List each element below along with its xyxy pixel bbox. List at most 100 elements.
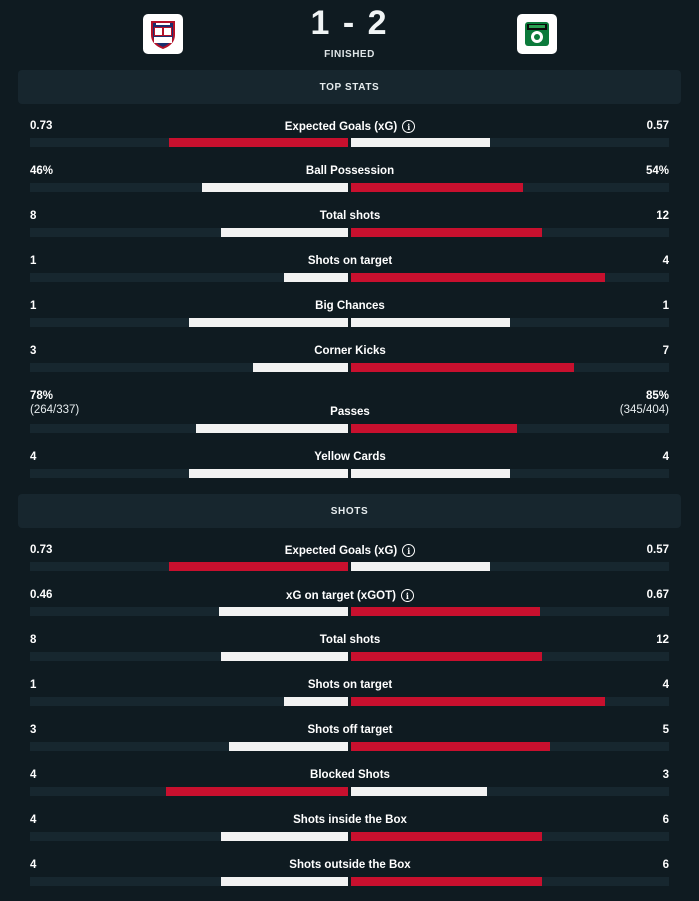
home-value: 3 (30, 724, 36, 736)
stat-row: 78% (264/337) Passes 85% (345/404) (0, 385, 699, 433)
away-value-text: 5 (662, 724, 669, 736)
info-icon[interactable]: i (402, 544, 416, 557)
away-value: 0.67 (647, 589, 669, 601)
away-value: 7 (663, 345, 669, 357)
stat-label-text: Expected Goals (xG) (284, 544, 398, 557)
home-bar-track (30, 562, 348, 571)
home-bar (252, 363, 348, 372)
home-value-detail: (264/337) (30, 404, 80, 416)
away-value: 54% (646, 165, 669, 177)
away-bar-track (351, 424, 669, 433)
stat-row: 0.73 Expected Goals (xG) i 0.57 (0, 115, 699, 160)
away-team-crest[interactable] (517, 14, 557, 54)
away-bar (351, 273, 606, 282)
stat-label-text: Shots on target (307, 679, 393, 691)
away-bar (351, 424, 517, 433)
home-bar (220, 877, 348, 886)
home-bar (220, 832, 348, 841)
away-value: 85% (345/404) (620, 390, 669, 416)
info-icon[interactable]: i (402, 120, 416, 133)
stat-label-text: Corner Kicks (314, 345, 386, 357)
home-value: 4 (30, 451, 36, 463)
match-header: 1 - 2 FINISHED (0, 0, 699, 66)
away-bar (351, 469, 510, 478)
home-value: 0.46 (30, 589, 52, 601)
home-bar-track (30, 424, 348, 433)
home-bar-track (30, 273, 348, 282)
away-bar (351, 697, 606, 706)
home-value-text: 1 (30, 300, 37, 312)
away-bar (351, 742, 550, 751)
stat-row: 4 Shots inside the Box 6 (0, 809, 699, 854)
home-value-text: 3 (30, 724, 37, 736)
section-title: TOP STATS (319, 81, 380, 93)
home-bar-track (30, 228, 348, 237)
home-value: 0.73 (30, 544, 52, 556)
home-value-text: 4 (30, 814, 37, 826)
away-value: 6 (663, 859, 669, 871)
cagliari-crest-icon (151, 21, 175, 49)
stat-label-text: Total shots (319, 634, 381, 646)
home-value: 4 (30, 769, 36, 781)
stat-row: 1 Shots on target 4 (0, 674, 699, 719)
away-value-text: 12 (656, 210, 669, 222)
stat-row: 1 Shots on target 4 (0, 250, 699, 295)
match-status: FINISHED (324, 49, 375, 60)
away-bar-track (351, 138, 669, 147)
stat-label-text: Shots outside the Box (289, 859, 411, 871)
home-value: 1 (30, 679, 36, 691)
home-value-text: 4 (30, 859, 37, 871)
home-bar (169, 562, 348, 571)
home-value: 4 (30, 814, 36, 826)
away-bar-track (351, 787, 669, 796)
stat-row: 8 Total shots 12 (0, 205, 699, 250)
away-bar-track (351, 228, 669, 237)
home-bar-track (30, 787, 348, 796)
away-bar-track (351, 607, 669, 616)
away-value-text: 4 (662, 679, 669, 691)
home-bar-track (30, 652, 348, 661)
away-value-text: 0.67 (646, 589, 669, 601)
home-bar-track (30, 697, 348, 706)
stat-label: Yellow Cards (150, 451, 550, 463)
away-bar-track (351, 183, 669, 192)
away-bar (351, 607, 540, 616)
home-value-text: 3 (30, 345, 37, 357)
home-bar-track (30, 318, 348, 327)
home-value-text: 1 (30, 255, 37, 267)
info-icon[interactable]: i (400, 589, 414, 602)
stat-row: 3 Corner Kicks 7 (0, 340, 699, 385)
away-bar (351, 877, 542, 886)
home-value: 4 (30, 859, 36, 871)
stat-row: 0.46 xG on target (xGOT) i 0.67 (0, 584, 699, 629)
away-value: 4 (663, 255, 669, 267)
away-value-text: 85% (645, 390, 669, 402)
home-bar-track (30, 832, 348, 841)
stat-label-text: Big Chances (315, 300, 385, 312)
stat-row: 46% Ball Possession 54% (0, 160, 699, 205)
home-value-text: 46% (30, 165, 54, 177)
home-bar (284, 273, 348, 282)
stat-row: 4 Blocked Shots 3 (0, 764, 699, 809)
stat-label-text: Shots on target (307, 255, 393, 267)
away-bar-track (351, 697, 669, 706)
home-value-text: 8 (30, 210, 37, 222)
home-bar (189, 469, 348, 478)
home-value-text: 0.73 (30, 120, 53, 132)
home-value-text: 8 (30, 634, 37, 646)
away-bar (351, 183, 523, 192)
away-value-text: 4 (662, 255, 669, 267)
home-bar-track (30, 183, 348, 192)
stat-row: 4 Yellow Cards 4 (0, 446, 699, 491)
stat-row: 1 Big Chances 1 (0, 295, 699, 340)
away-value-text: 0.57 (646, 120, 669, 132)
home-team-crest[interactable] (143, 14, 183, 54)
stat-label-text: Shots off target (307, 724, 393, 736)
stat-label: Blocked Shots (150, 769, 550, 781)
stat-label-text: Passes (330, 406, 370, 418)
away-bar-track (351, 363, 669, 372)
away-bar-track (351, 742, 669, 751)
home-value: 1 (30, 300, 36, 312)
home-value: 46% (30, 165, 53, 177)
away-value-text: 6 (662, 814, 669, 826)
